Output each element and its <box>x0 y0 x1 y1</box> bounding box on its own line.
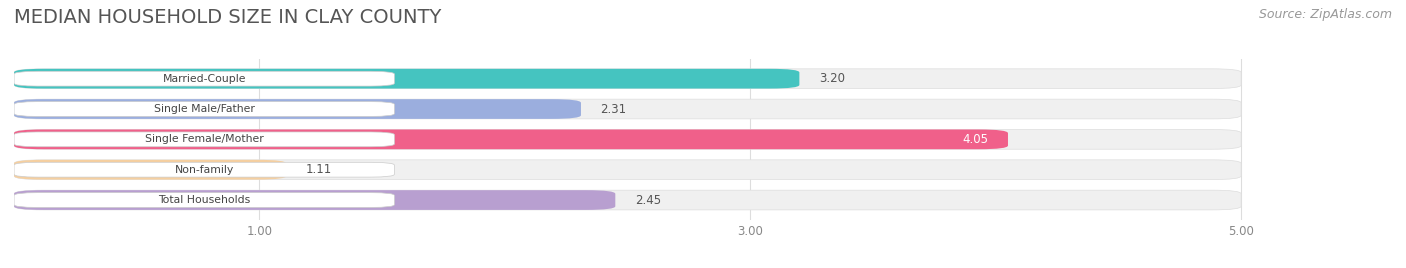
FancyBboxPatch shape <box>14 71 395 86</box>
FancyBboxPatch shape <box>14 69 1241 88</box>
FancyBboxPatch shape <box>14 190 616 210</box>
FancyBboxPatch shape <box>14 160 287 180</box>
FancyBboxPatch shape <box>14 69 800 88</box>
FancyBboxPatch shape <box>14 99 581 119</box>
FancyBboxPatch shape <box>14 99 1241 119</box>
Text: 4.05: 4.05 <box>962 133 988 146</box>
FancyBboxPatch shape <box>14 129 1008 149</box>
FancyBboxPatch shape <box>14 193 395 207</box>
FancyBboxPatch shape <box>14 190 1241 210</box>
Text: Married-Couple: Married-Couple <box>163 74 246 84</box>
Text: MEDIAN HOUSEHOLD SIZE IN CLAY COUNTY: MEDIAN HOUSEHOLD SIZE IN CLAY COUNTY <box>14 8 441 27</box>
Text: 2.45: 2.45 <box>636 193 661 207</box>
Text: 2.31: 2.31 <box>600 103 627 116</box>
FancyBboxPatch shape <box>14 162 395 177</box>
Text: 3.20: 3.20 <box>820 72 845 85</box>
Text: Total Households: Total Households <box>157 195 250 205</box>
FancyBboxPatch shape <box>14 132 395 147</box>
Text: Source: ZipAtlas.com: Source: ZipAtlas.com <box>1258 8 1392 21</box>
Text: Single Female/Mother: Single Female/Mother <box>145 134 264 144</box>
FancyBboxPatch shape <box>14 129 1241 149</box>
Text: Non-family: Non-family <box>174 165 233 175</box>
FancyBboxPatch shape <box>14 102 395 116</box>
Text: 1.11: 1.11 <box>307 163 332 176</box>
Text: Single Male/Father: Single Male/Father <box>153 104 254 114</box>
FancyBboxPatch shape <box>14 160 1241 180</box>
